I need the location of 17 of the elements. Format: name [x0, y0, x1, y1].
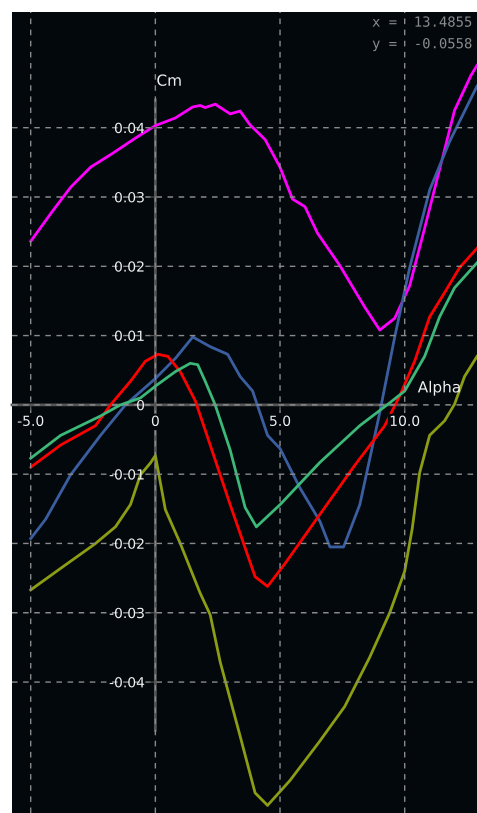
x-tick-label: 5.0 — [270, 416, 290, 426]
y-tick-label: 0.04 — [114, 122, 144, 134]
y-tick-label: -0.02 — [110, 538, 144, 549]
y-axis-title: Cm — [157, 74, 181, 86]
y-tick-label: 0.03 — [114, 192, 144, 202]
annotation: y = -0.0558 — [372, 38, 472, 52]
x-axis-title: Alpha — [418, 380, 460, 396]
y-tick-label: 0.02 — [114, 261, 144, 272]
y-tick-label: 0 — [137, 400, 144, 410]
x-tick-label: 0 — [152, 416, 159, 426]
x-tick-label: 10.0 — [390, 416, 420, 426]
y-tick-label: -0.03 — [110, 608, 144, 618]
annotation: x = 13.4855 — [372, 16, 472, 27]
y-tick-label: -0.04 — [110, 677, 144, 688]
y-tick-label: 0.01 — [114, 330, 144, 342]
line-series — [29, 64, 477, 332]
x-tick-label: -5.0 — [18, 416, 44, 426]
